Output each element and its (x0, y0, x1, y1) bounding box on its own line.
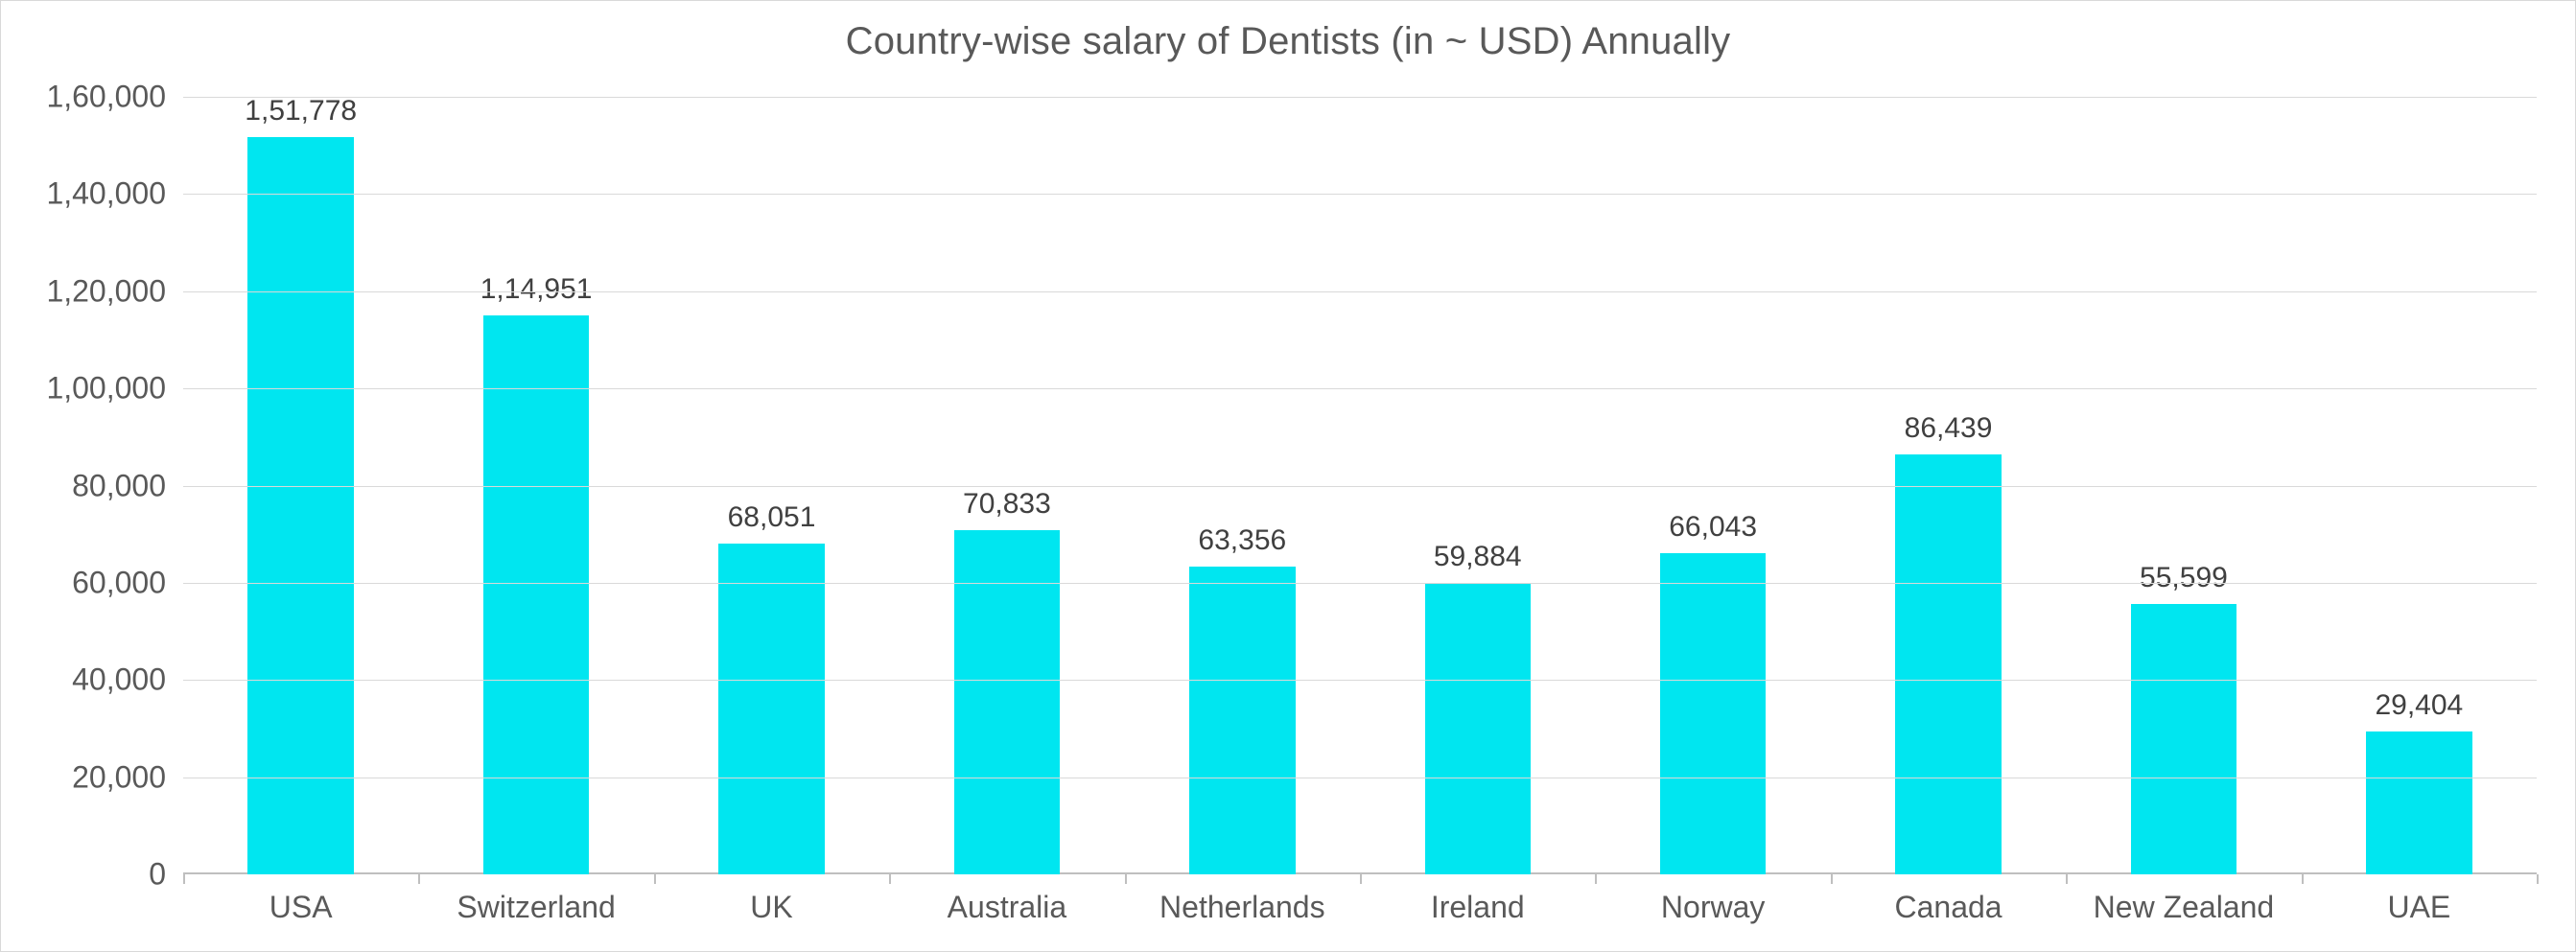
y-tick-label: 1,60,000 (46, 80, 183, 115)
x-category-label: Ireland (1360, 874, 1595, 925)
chart-title: Country-wise salary of Dentists (in ~ US… (1, 20, 2575, 63)
x-tick-mark (418, 874, 420, 884)
x-category-label: UAE (2302, 874, 2537, 925)
x-tick-mark (1831, 874, 1833, 884)
gridline (183, 583, 2537, 584)
x-tick-mark (2302, 874, 2304, 884)
gridline (183, 680, 2537, 681)
x-category-label: Canada (1831, 874, 2066, 925)
bar-value-label: 55,599 (2140, 562, 2228, 594)
bar: 29,404 (2366, 731, 2471, 874)
bar-value-label: 63,356 (1198, 524, 1286, 557)
y-tick-label: 1,00,000 (46, 371, 183, 406)
x-tick-mark (1125, 874, 1127, 884)
gridline (183, 97, 2537, 98)
gridline (183, 194, 2537, 195)
bar-value-label: 59,884 (1434, 541, 1522, 573)
bar-value-label: 70,833 (963, 488, 1051, 521)
x-category-label: USA (183, 874, 418, 925)
x-category-label: New Zealand (2066, 874, 2301, 925)
x-category-label: UK (654, 874, 889, 925)
x-tick-mark (1360, 874, 1362, 884)
x-category-label: Netherlands (1125, 874, 1360, 925)
gridline (183, 486, 2537, 487)
bar-value-label: 68,051 (728, 501, 816, 534)
y-tick-label: 1,20,000 (46, 273, 183, 309)
bar: 59,884 (1425, 583, 1531, 874)
bar: 63,356 (1189, 567, 1295, 874)
y-tick-label: 0 (149, 857, 183, 893)
bar-value-label: 66,043 (1669, 511, 1757, 544)
gridline (183, 291, 2537, 292)
y-tick-label: 40,000 (72, 662, 183, 698)
x-tick-mark (654, 874, 656, 884)
bar: 1,51,778 (247, 137, 353, 874)
x-tick-mark (183, 874, 185, 884)
y-tick-label: 80,000 (72, 468, 183, 503)
plot-area: 1,51,778USA1,14,951Switzerland68,051UK70… (183, 97, 2537, 874)
bar: 68,051 (718, 544, 824, 874)
bar-value-label: 29,404 (2375, 689, 2463, 722)
y-tick-label: 60,000 (72, 565, 183, 600)
x-category-label: Switzerland (418, 874, 653, 925)
y-tick-label: 1,40,000 (46, 176, 183, 212)
x-tick-mark (1595, 874, 1597, 884)
x-category-label: Australia (889, 874, 1124, 925)
x-category-label: Norway (1595, 874, 1830, 925)
bar-value-label: 1,14,951 (480, 273, 593, 306)
bar: 66,043 (1660, 553, 1766, 874)
salary-bar-chart: Country-wise salary of Dentists (in ~ US… (0, 0, 2576, 952)
bar-value-label: 1,51,778 (245, 95, 357, 128)
x-tick-mark (2066, 874, 2068, 884)
y-tick-label: 20,000 (72, 759, 183, 795)
gridline (183, 388, 2537, 389)
bar: 70,833 (954, 530, 1060, 874)
bar: 1,14,951 (483, 315, 589, 874)
bar: 55,599 (2131, 604, 2236, 874)
bar: 86,439 (1895, 454, 2001, 874)
x-tick-mark (2537, 874, 2539, 884)
bar-value-label: 86,439 (1905, 412, 1993, 445)
x-tick-mark (889, 874, 891, 884)
